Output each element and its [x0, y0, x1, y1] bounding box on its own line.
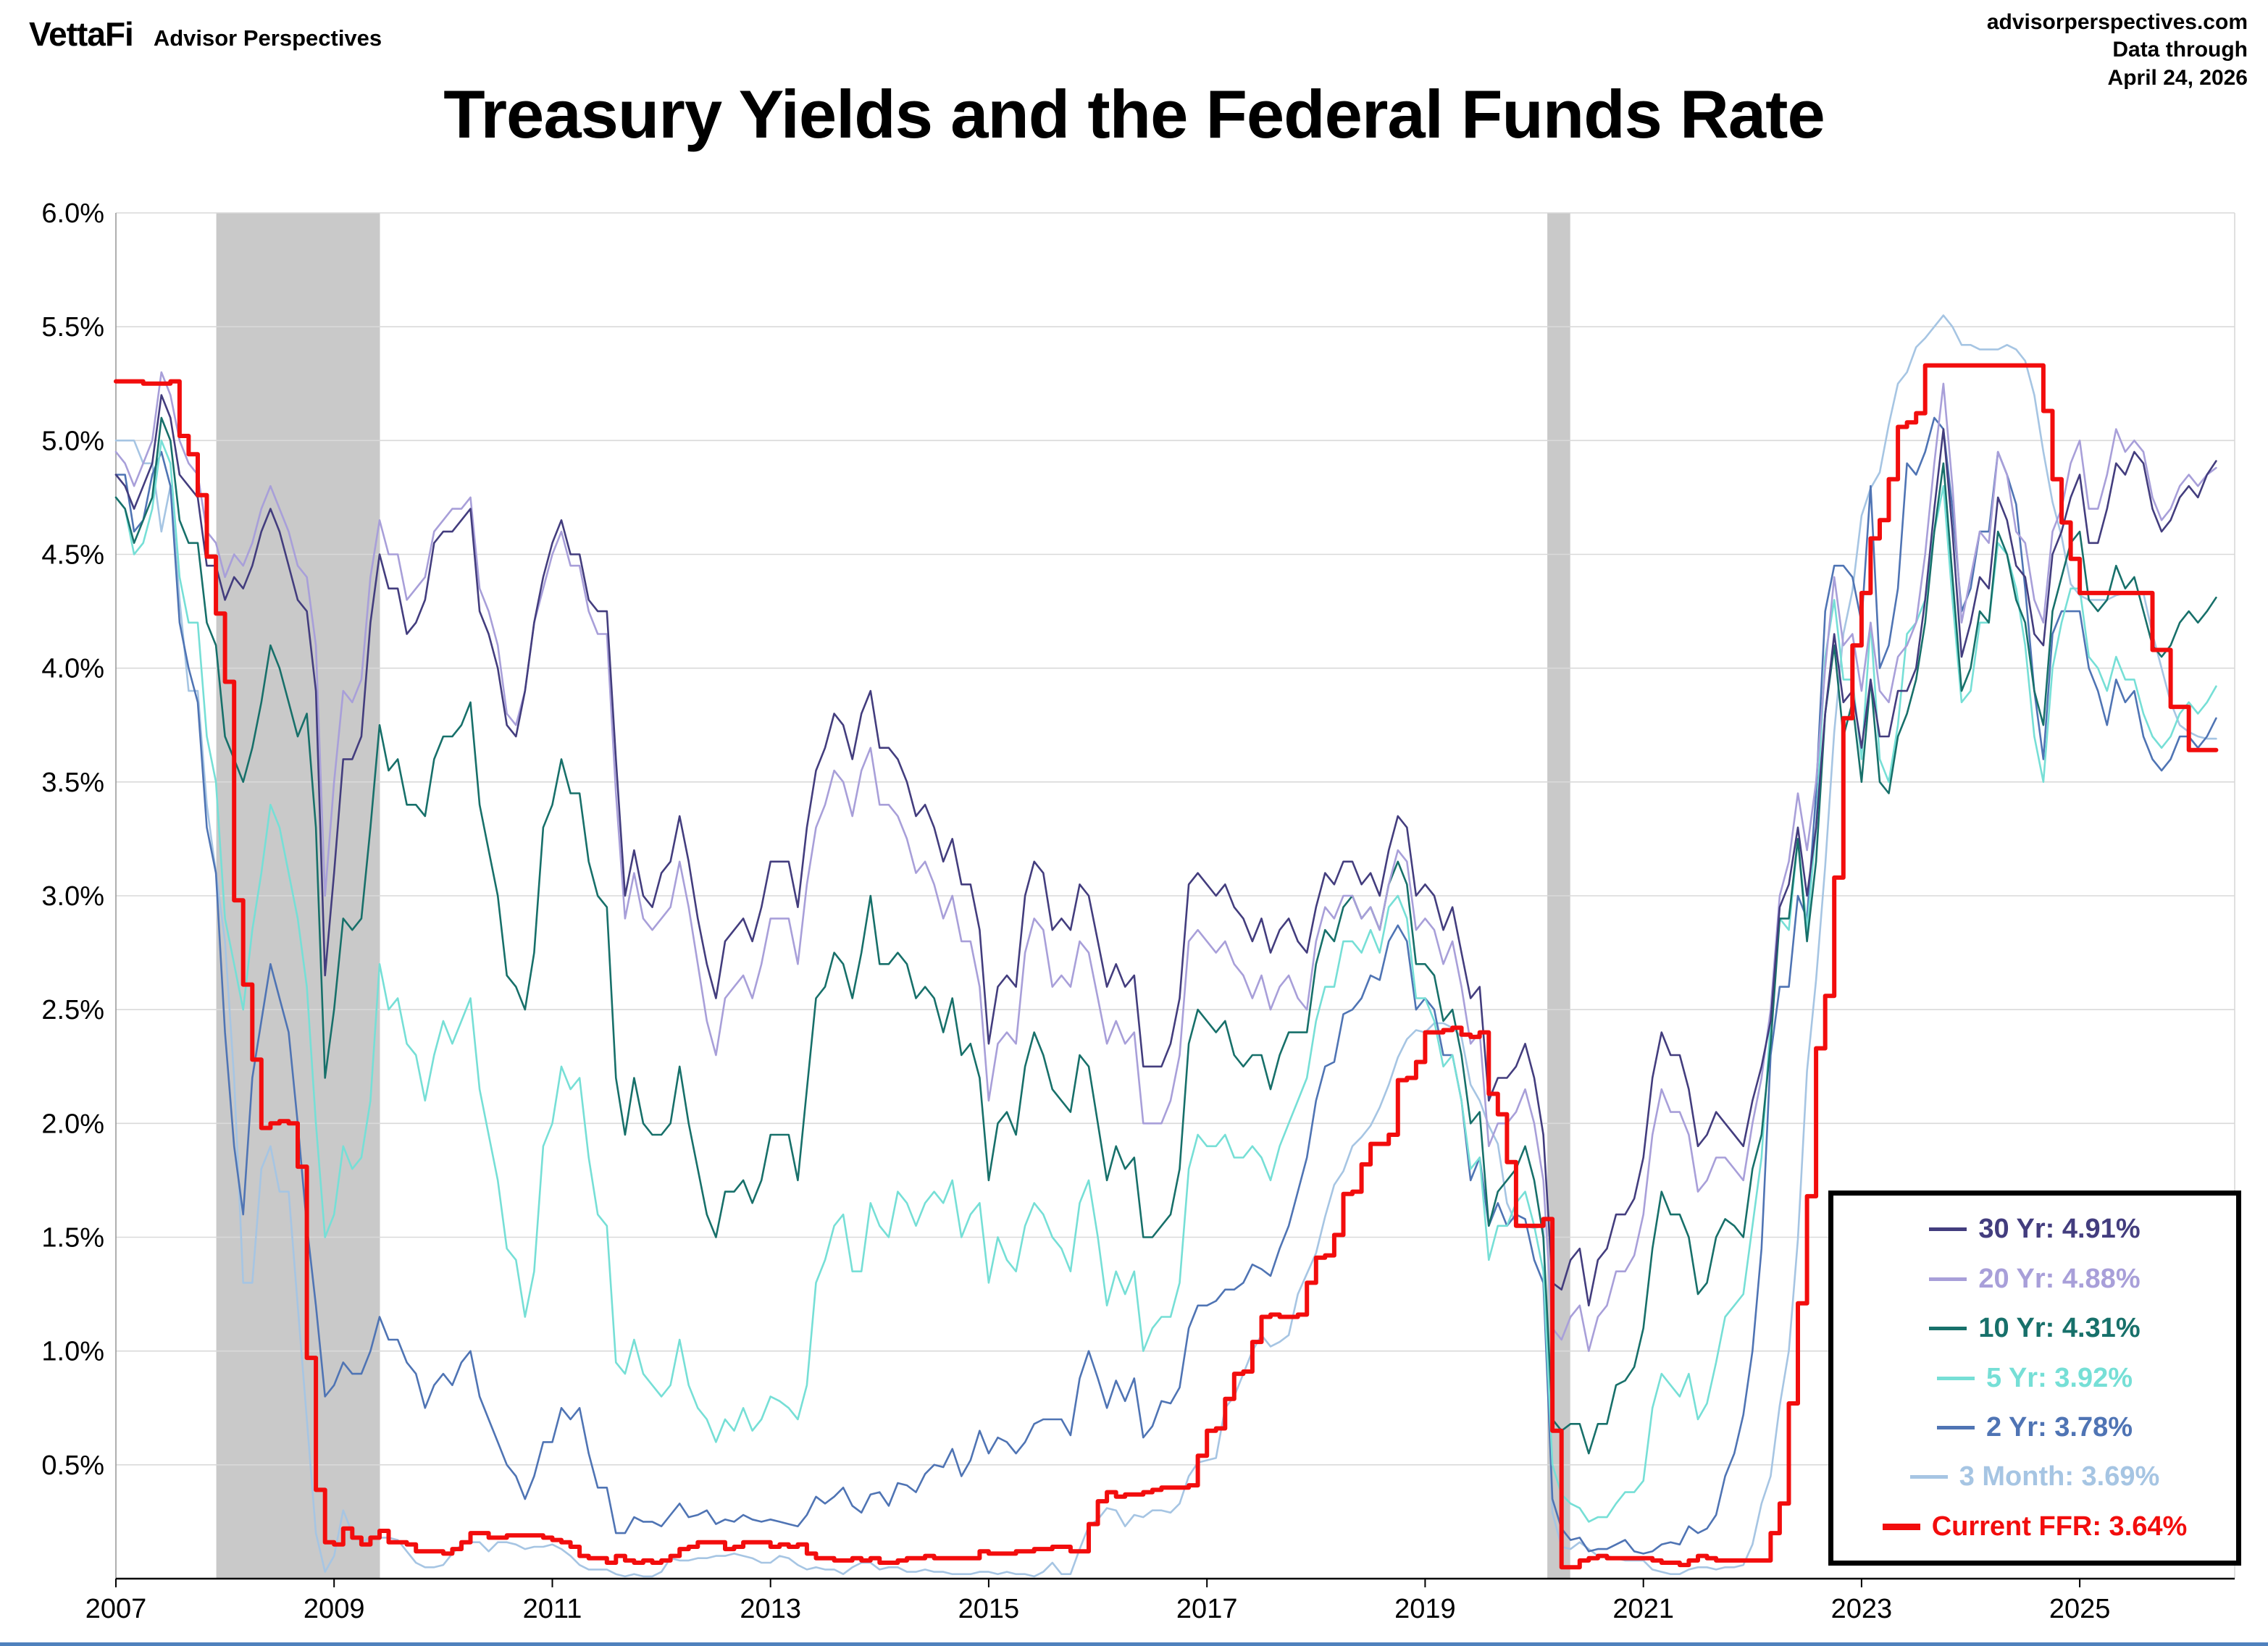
legend-label: 10 Yr: 4.31% — [1978, 1313, 2141, 1344]
y-axis-label: 2.5% — [41, 995, 104, 1025]
series-line-30yr — [114, 394, 2217, 1307]
x-axis-label: 2015 — [958, 1594, 1020, 1624]
legend-line-swatch — [1882, 1523, 1920, 1530]
legend-item-30yr: 30 Yr: 4.91% — [1929, 1214, 2141, 1245]
source-url: advisorperspectives.com — [1986, 10, 2248, 34]
legend-item-10yr: 10 Yr: 4.31% — [1929, 1313, 2141, 1344]
legend-item-20yr: 20 Yr: 4.88% — [1929, 1263, 2141, 1295]
chart-bottom-border — [0, 1642, 2268, 1646]
y-axis-label: 5.0% — [41, 426, 104, 456]
series-line-5yr — [114, 440, 2217, 1523]
series-line-2yr — [114, 416, 2217, 1555]
legend-label: 30 Yr: 4.91% — [1978, 1214, 2141, 1245]
x-axis-label: 2019 — [1394, 1594, 1456, 1624]
legend-label: Current FFR: 3.64% — [1931, 1511, 2188, 1542]
y-axis-label: 4.5% — [41, 540, 104, 571]
x-axis-label: 2007 — [85, 1594, 147, 1624]
series-line-10yr — [114, 416, 2217, 1455]
y-axis-label: 6.0% — [41, 198, 104, 229]
chart-title: Treasury Yields and the Federal Funds Ra… — [443, 76, 1825, 152]
y-axis-label: 4.0% — [41, 654, 104, 684]
y-axis-label: 3.0% — [41, 881, 104, 912]
x-axis-label: 2017 — [1176, 1594, 1238, 1624]
legend-line-swatch — [1929, 1227, 1967, 1232]
header-source-block: advisorperspectives.com Data through Apr… — [1987, 9, 2248, 92]
x-axis-label: 2011 — [523, 1594, 582, 1624]
legend-item-current-ffr: Current FFR: 3.64% — [1882, 1511, 2188, 1542]
y-axis-label: 1.5% — [41, 1223, 104, 1254]
legend-line-swatch — [1936, 1376, 1975, 1380]
legend-item-5yr: 5 Yr: 3.92% — [1936, 1362, 2133, 1394]
series-line-ffr — [114, 363, 2219, 1570]
legend-label: 3 Month: 3.69% — [1959, 1461, 2160, 1492]
data-through-date: April 24, 2026 — [2107, 65, 2248, 90]
legend-line-swatch — [1929, 1327, 1967, 1331]
x-axis-label: 2013 — [740, 1594, 801, 1624]
advisor-perspectives-label: Advisor Perspectives — [153, 25, 382, 51]
x-axis-label: 2023 — [1831, 1594, 1893, 1624]
legend-label: 2 Yr: 3.78% — [1985, 1411, 2133, 1443]
x-axis-label: 2025 — [2049, 1594, 2111, 1624]
header-brand: VettaFi Advisor Perspectives — [29, 14, 382, 54]
y-axis-label: 5.5% — [41, 312, 104, 343]
legend-item-3month: 3 Month: 3.69% — [1909, 1461, 2160, 1492]
legend-label: 5 Yr: 3.92% — [1985, 1362, 2133, 1393]
legend-line-swatch — [1909, 1475, 1948, 1479]
y-axis-label: 2.0% — [41, 1109, 104, 1139]
legend: 30 Yr: 4.91% 20 Yr: 4.88% 10 Yr: 4.31% 5… — [1828, 1191, 2241, 1566]
y-axis-label: 3.5% — [41, 768, 104, 798]
legend-line-swatch — [1929, 1277, 1967, 1281]
x-axis-label: 2021 — [1612, 1594, 1674, 1624]
data-through-label: Data through — [2112, 38, 2248, 62]
x-axis-label: 2009 — [304, 1594, 365, 1624]
legend-line-swatch — [1936, 1425, 1975, 1429]
y-axis-label: 1.0% — [41, 1337, 104, 1367]
legend-item-2yr: 2 Yr: 3.78% — [1936, 1411, 2133, 1443]
vettafi-logo: VettaFi — [29, 15, 134, 53]
legend-label: 20 Yr: 4.88% — [1978, 1263, 2141, 1294]
y-axis-label: 0.5% — [41, 1450, 104, 1481]
series-line-20yr — [114, 371, 2217, 1352]
